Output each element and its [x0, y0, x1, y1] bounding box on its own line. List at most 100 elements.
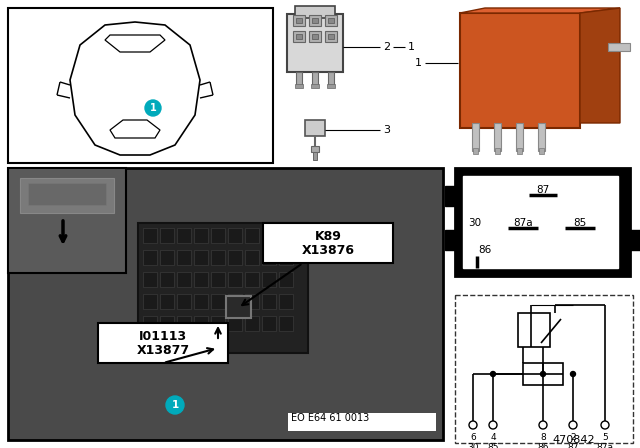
- Bar: [295, 84, 303, 88]
- Bar: [20, 178, 114, 213]
- Bar: [177, 272, 191, 287]
- Text: 85: 85: [487, 443, 499, 448]
- Polygon shape: [460, 8, 620, 13]
- Bar: [160, 316, 174, 331]
- Bar: [211, 272, 225, 287]
- Text: 1: 1: [172, 400, 179, 410]
- Text: 1: 1: [408, 42, 415, 52]
- Bar: [279, 272, 293, 287]
- Bar: [293, 31, 305, 42]
- Text: 86: 86: [537, 443, 548, 448]
- Bar: [194, 228, 208, 243]
- Bar: [143, 228, 157, 243]
- Bar: [8, 168, 443, 440]
- Bar: [228, 250, 242, 265]
- Bar: [262, 316, 276, 331]
- Bar: [211, 250, 225, 265]
- Bar: [495, 148, 500, 154]
- Bar: [523, 363, 563, 385]
- Bar: [328, 72, 334, 86]
- Bar: [455, 168, 630, 276]
- Bar: [211, 228, 225, 243]
- Bar: [608, 43, 630, 51]
- Bar: [262, 250, 276, 265]
- Bar: [516, 123, 523, 151]
- Circle shape: [145, 100, 161, 116]
- Polygon shape: [580, 8, 620, 123]
- Bar: [463, 176, 618, 268]
- Text: 1: 1: [415, 58, 422, 68]
- Circle shape: [570, 371, 575, 376]
- Bar: [325, 31, 337, 42]
- Text: 85: 85: [573, 218, 587, 228]
- Bar: [211, 294, 225, 309]
- Bar: [312, 72, 318, 86]
- Text: 87: 87: [567, 443, 579, 448]
- Bar: [262, 294, 276, 309]
- Bar: [538, 123, 545, 151]
- Circle shape: [569, 421, 577, 429]
- Bar: [309, 31, 321, 42]
- Bar: [279, 250, 293, 265]
- Bar: [160, 228, 174, 243]
- Bar: [494, 123, 501, 151]
- Text: 4: 4: [490, 432, 496, 441]
- Circle shape: [469, 421, 477, 429]
- Bar: [228, 294, 242, 309]
- Bar: [517, 148, 522, 154]
- Circle shape: [541, 371, 545, 376]
- Polygon shape: [110, 120, 160, 138]
- Bar: [309, 15, 321, 26]
- Bar: [311, 84, 319, 88]
- Bar: [245, 294, 259, 309]
- Bar: [138, 223, 308, 353]
- Bar: [293, 15, 305, 26]
- Bar: [296, 18, 302, 23]
- Bar: [194, 316, 208, 331]
- Bar: [327, 84, 335, 88]
- Bar: [177, 316, 191, 331]
- Bar: [445, 230, 457, 250]
- Bar: [211, 316, 225, 331]
- Bar: [245, 228, 259, 243]
- Bar: [177, 250, 191, 265]
- Text: 2: 2: [383, 42, 390, 52]
- Circle shape: [539, 421, 547, 429]
- Bar: [245, 250, 259, 265]
- Bar: [311, 146, 319, 152]
- Bar: [228, 316, 242, 331]
- Bar: [296, 34, 302, 39]
- Bar: [325, 15, 337, 26]
- Bar: [312, 18, 318, 23]
- Bar: [28, 183, 106, 205]
- Circle shape: [601, 421, 609, 429]
- Bar: [194, 294, 208, 309]
- Text: I01113: I01113: [139, 329, 187, 343]
- Text: 30: 30: [467, 443, 479, 448]
- Circle shape: [166, 396, 184, 414]
- Bar: [455, 295, 633, 443]
- Bar: [328, 34, 334, 39]
- Bar: [472, 123, 479, 151]
- Bar: [460, 13, 580, 128]
- Bar: [279, 228, 293, 243]
- Text: X13876: X13876: [301, 244, 355, 257]
- Text: 87a: 87a: [596, 443, 614, 448]
- Bar: [262, 228, 276, 243]
- Bar: [177, 228, 191, 243]
- Bar: [143, 294, 157, 309]
- Bar: [194, 250, 208, 265]
- Bar: [312, 34, 318, 39]
- Text: 8: 8: [540, 432, 546, 441]
- Bar: [143, 316, 157, 331]
- Bar: [160, 250, 174, 265]
- Bar: [245, 272, 259, 287]
- Bar: [262, 272, 276, 287]
- Bar: [263, 223, 393, 263]
- Bar: [143, 250, 157, 265]
- Text: 86: 86: [478, 245, 492, 255]
- Bar: [288, 413, 436, 431]
- Circle shape: [489, 421, 497, 429]
- Text: K89: K89: [315, 229, 341, 242]
- Bar: [328, 18, 334, 23]
